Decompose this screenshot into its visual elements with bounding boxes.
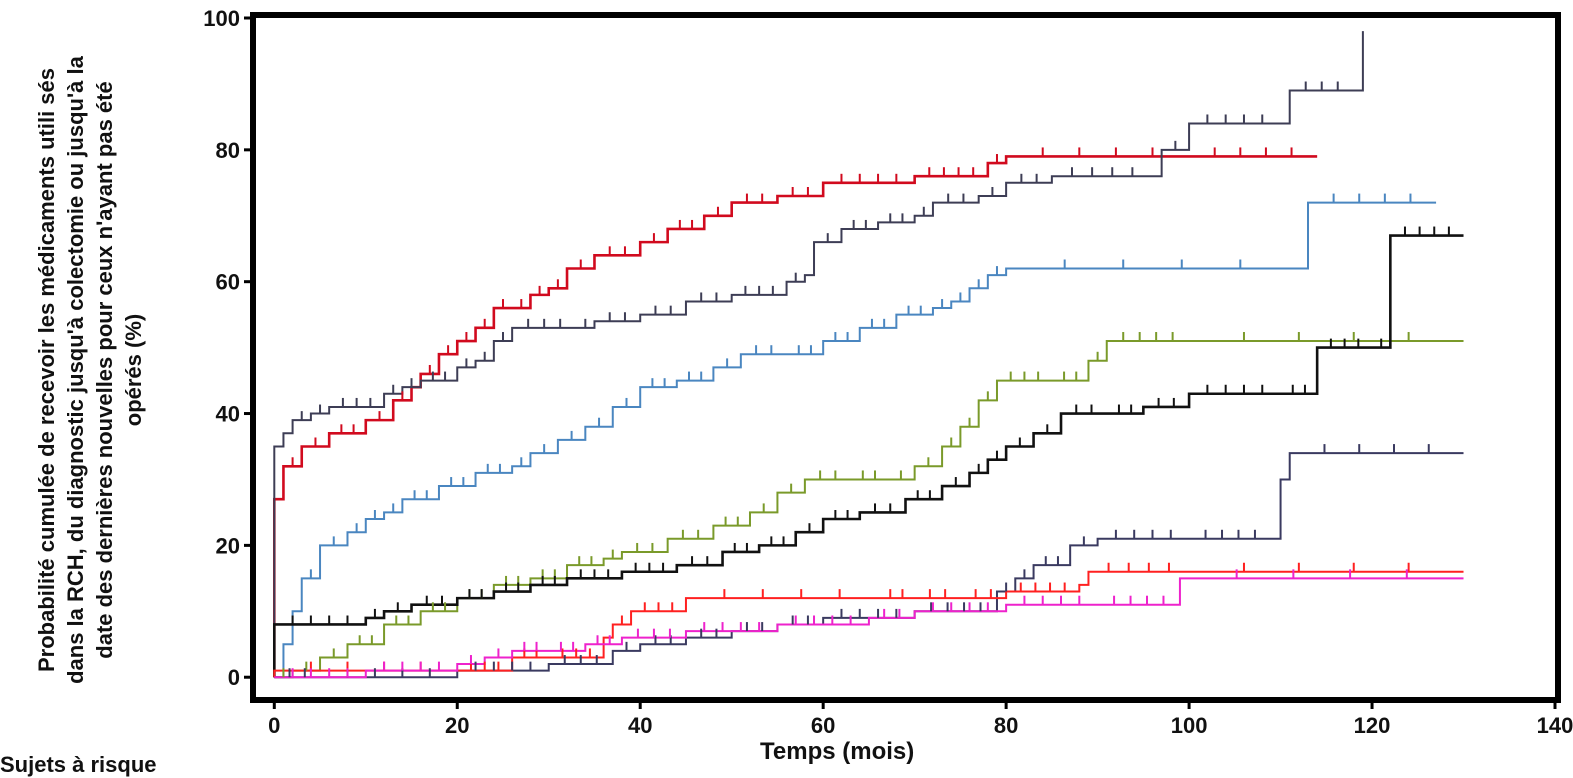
- plot-frame: [250, 12, 1561, 703]
- x-tick-label: 60: [811, 713, 835, 738]
- subjects-at-risk-label: Sujets à risque: [0, 752, 157, 777]
- y-tick-label: 20: [216, 533, 240, 558]
- x-tick-label: 100: [1171, 713, 1208, 738]
- y-axis: 0 20 40 60 80 100: [203, 6, 256, 690]
- y-tick-label: 100: [203, 6, 240, 31]
- y-axis-label: Probabilité cumulée de recevoir les médi…: [34, 56, 146, 684]
- x-axis-label: Temps (mois): [760, 738, 915, 765]
- y-tick-label: 40: [216, 402, 240, 427]
- x-tick-label: 40: [628, 713, 652, 738]
- censor-marks: [282, 81, 1450, 678]
- series-line-3: [274, 201, 1437, 679]
- y-tick-label: 80: [216, 138, 240, 163]
- x-tick-label: 140: [1537, 713, 1573, 738]
- series-line-5: [272, 234, 1464, 678]
- y-tick-label: 0: [228, 665, 240, 690]
- x-axis: 0 20 40 60 80 100 120 140: [268, 697, 1573, 738]
- series-line-2: [273, 31, 1364, 678]
- y-tick-label: 60: [216, 270, 240, 295]
- series-line-8: [274, 577, 1464, 679]
- x-tick-label: 0: [268, 713, 280, 738]
- x-tick-label: 80: [994, 713, 1018, 738]
- series-line-4: [274, 340, 1464, 679]
- x-tick-label: 20: [445, 713, 469, 738]
- y-axis-label-wrap: Probabilité cumulée de recevoir les médi…: [10, 40, 170, 700]
- x-tick-label: 120: [1354, 713, 1391, 738]
- series-line-1: [272, 155, 1318, 678]
- series-group: [272, 31, 1464, 679]
